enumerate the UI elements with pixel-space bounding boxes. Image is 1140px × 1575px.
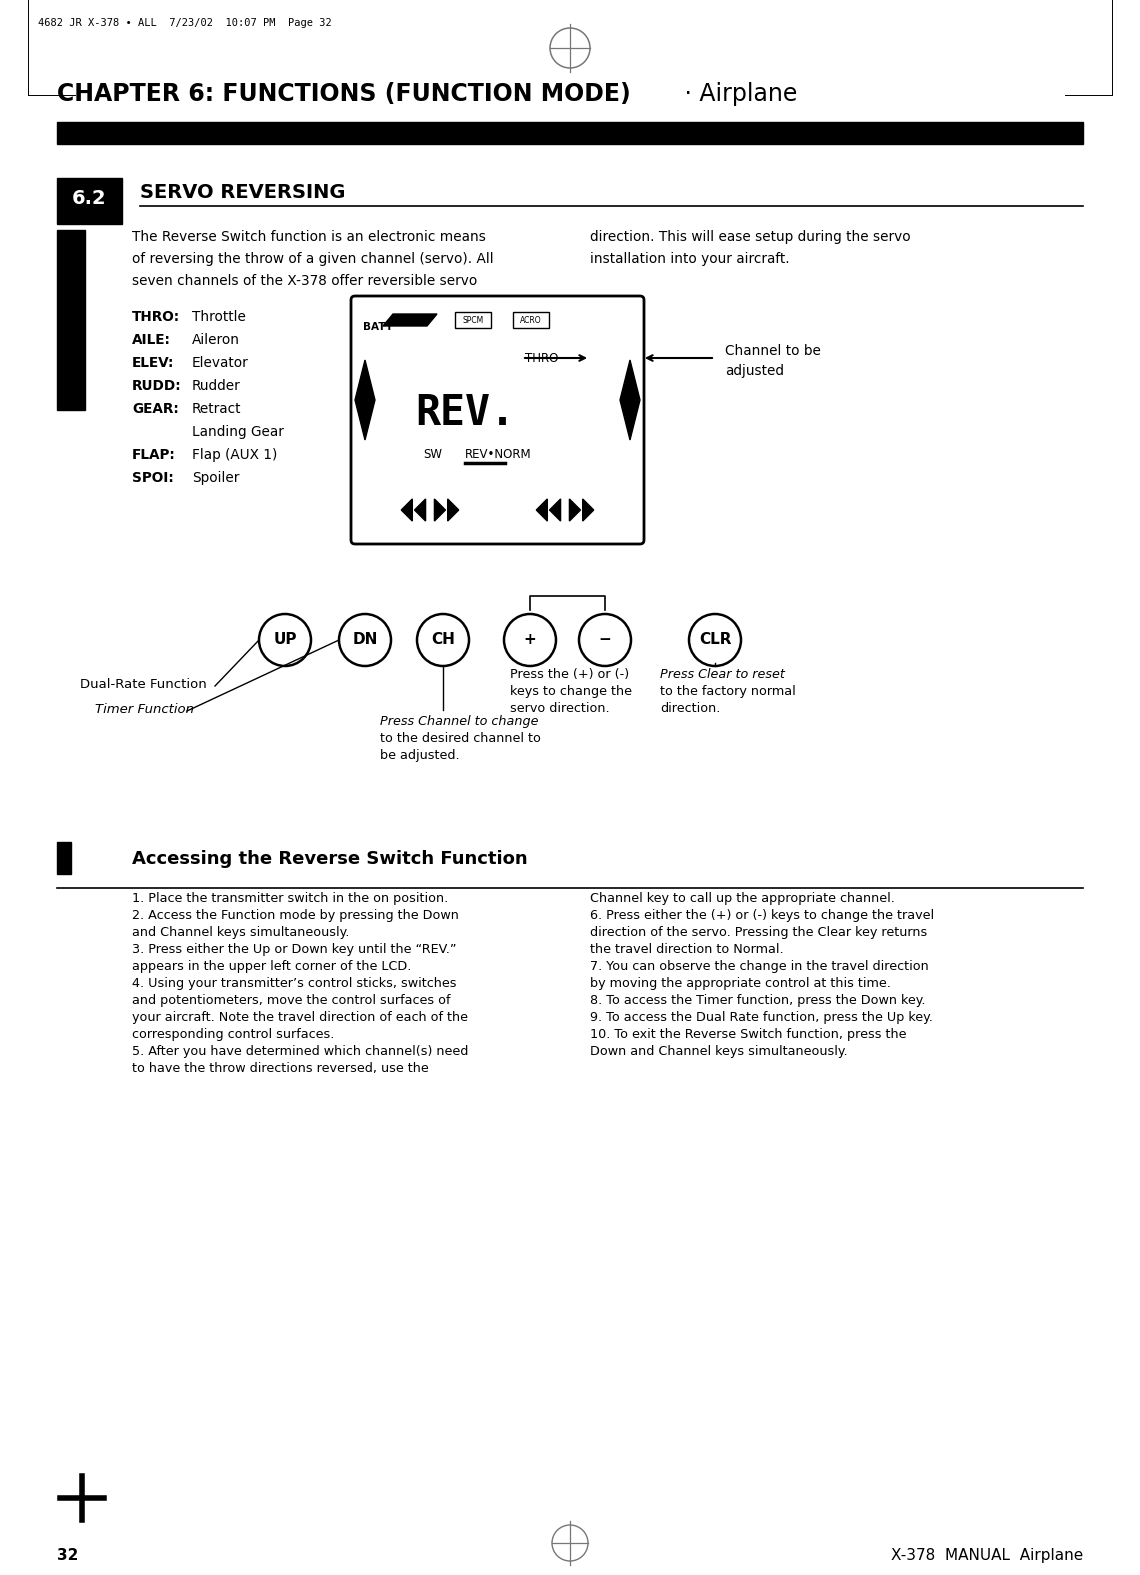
Text: Retract: Retract: [192, 402, 242, 416]
Text: corresponding control surfaces.: corresponding control surfaces.: [132, 1028, 334, 1041]
Text: 4. Using your transmitter’s control sticks, switches: 4. Using your transmitter’s control stic…: [132, 976, 456, 991]
Text: 8. To access the Timer function, press the Down key.: 8. To access the Timer function, press t…: [591, 994, 926, 1006]
Text: REV.: REV.: [415, 392, 515, 435]
Text: Dual-Rate Function: Dual-Rate Function: [80, 677, 206, 691]
Bar: [57, 230, 86, 410]
Text: keys to change the: keys to change the: [510, 685, 632, 698]
Text: to the desired channel to: to the desired channel to: [380, 732, 540, 745]
Bar: [513, 312, 549, 328]
Text: 3. Press either the Up or Down key until the “REV.”: 3. Press either the Up or Down key until…: [132, 943, 456, 956]
Text: installation into your aircraft.: installation into your aircraft.: [591, 252, 790, 266]
Text: X-378  MANUAL  Airplane: X-378 MANUAL Airplane: [890, 1548, 1083, 1562]
Text: be adjusted.: be adjusted.: [380, 750, 459, 762]
Bar: [57, 843, 71, 874]
Text: by moving the appropriate control at this time.: by moving the appropriate control at thi…: [591, 976, 890, 991]
Circle shape: [259, 614, 311, 666]
Circle shape: [579, 614, 632, 666]
Text: Press Clear to reset: Press Clear to reset: [660, 668, 784, 680]
Bar: [57, 121, 1083, 143]
FancyBboxPatch shape: [351, 296, 644, 543]
Text: Channel to be: Channel to be: [725, 343, 821, 358]
Text: SERVO REVERSING: SERVO REVERSING: [140, 183, 345, 202]
Text: your aircraft. Note the travel direction of each of the: your aircraft. Note the travel direction…: [132, 1011, 469, 1024]
Text: Press Channel to change: Press Channel to change: [380, 715, 538, 728]
Text: 9. To access the Dual Rate function, press the Up key.: 9. To access the Dual Rate function, pre…: [591, 1011, 933, 1024]
Text: DN: DN: [352, 633, 377, 647]
Text: FLAP:: FLAP:: [132, 447, 176, 461]
Text: GEAR:: GEAR:: [132, 402, 179, 416]
Text: 10. To exit the Reverse Switch function, press the: 10. To exit the Reverse Switch function,…: [591, 1028, 906, 1041]
Text: 7. You can observe the change in the travel direction: 7. You can observe the change in the tra…: [591, 961, 929, 973]
Text: THRO: THRO: [526, 351, 559, 365]
Text: SW: SW: [423, 447, 442, 461]
Text: 1. Place the transmitter switch in the on position.: 1. Place the transmitter switch in the o…: [132, 891, 448, 906]
Text: Aileron: Aileron: [192, 332, 241, 346]
Polygon shape: [549, 499, 561, 521]
Text: seven channels of the X-378 offer reversible servo: seven channels of the X-378 offer revers…: [132, 274, 478, 288]
Text: Spoiler: Spoiler: [192, 471, 239, 485]
Text: CLR: CLR: [699, 633, 731, 647]
Text: Throttle: Throttle: [192, 310, 246, 324]
Text: direction of the servo. Pressing the Clear key returns: direction of the servo. Pressing the Cle…: [591, 926, 927, 939]
Polygon shape: [415, 499, 425, 521]
Text: SPOI:: SPOI:: [132, 471, 173, 485]
Text: · Airplane: · Airplane: [677, 82, 797, 106]
Polygon shape: [434, 499, 446, 521]
Text: and potentiometers, move the control surfaces of: and potentiometers, move the control sur…: [132, 994, 450, 1006]
Text: 32: 32: [57, 1548, 79, 1562]
Text: REV•NORM: REV•NORM: [465, 447, 531, 461]
Text: appears in the upper left corner of the LCD.: appears in the upper left corner of the …: [132, 961, 412, 973]
Text: 4682 JR X-378 • ALL  7/23/02  10:07 PM  Page 32: 4682 JR X-378 • ALL 7/23/02 10:07 PM Pag…: [38, 17, 332, 28]
Text: Flap (AUX 1): Flap (AUX 1): [192, 447, 277, 461]
Polygon shape: [620, 361, 640, 439]
Text: of reversing the throw of a given channel (servo). All: of reversing the throw of a given channe…: [132, 252, 494, 266]
Text: The Reverse Switch function is an electronic means: The Reverse Switch function is an electr…: [132, 230, 486, 244]
Text: UP: UP: [274, 633, 296, 647]
Text: direction.: direction.: [660, 702, 720, 715]
Text: Channel key to call up the appropriate channel.: Channel key to call up the appropriate c…: [591, 891, 895, 906]
Text: Down and Channel keys simultaneously.: Down and Channel keys simultaneously.: [591, 1044, 848, 1058]
Text: THRO:: THRO:: [132, 310, 180, 324]
Polygon shape: [569, 499, 580, 521]
Text: Rudder: Rudder: [192, 380, 241, 394]
Text: CHAPTER 6: FUNCTIONS (FUNCTION MODE): CHAPTER 6: FUNCTIONS (FUNCTION MODE): [57, 82, 630, 106]
Text: to have the throw directions reversed, use the: to have the throw directions reversed, u…: [132, 1062, 429, 1076]
Text: SPCM: SPCM: [463, 317, 483, 324]
Text: AILE:: AILE:: [132, 332, 171, 346]
Text: ELEV:: ELEV:: [132, 356, 174, 370]
Polygon shape: [401, 499, 413, 521]
Circle shape: [689, 614, 741, 666]
Circle shape: [339, 614, 391, 666]
Text: 5. After you have determined which channel(s) need: 5. After you have determined which chann…: [132, 1044, 469, 1058]
Text: −: −: [598, 633, 611, 647]
Text: CH: CH: [431, 633, 455, 647]
Text: BATT: BATT: [363, 321, 393, 332]
Polygon shape: [355, 361, 375, 439]
Circle shape: [504, 614, 556, 666]
Text: to the factory normal: to the factory normal: [660, 685, 796, 698]
Text: adjusted: adjusted: [725, 364, 784, 378]
Text: RUDD:: RUDD:: [132, 380, 181, 394]
Text: 2. Access the Function mode by pressing the Down: 2. Access the Function mode by pressing …: [132, 909, 459, 921]
Text: 6.2: 6.2: [72, 189, 107, 208]
Text: direction. This will ease setup during the servo: direction. This will ease setup during t…: [591, 230, 911, 244]
Text: 6. Press either the (+) or (-) keys to change the travel: 6. Press either the (+) or (-) keys to c…: [591, 909, 934, 921]
Polygon shape: [583, 499, 594, 521]
Text: Elevator: Elevator: [192, 356, 249, 370]
Polygon shape: [448, 499, 458, 521]
Text: +: +: [523, 633, 537, 647]
Text: ACRO: ACRO: [520, 317, 542, 324]
Polygon shape: [536, 499, 547, 521]
Text: Accessing the Reverse Switch Function: Accessing the Reverse Switch Function: [132, 850, 528, 868]
Text: Timer Function: Timer Function: [95, 702, 194, 717]
Circle shape: [417, 614, 469, 666]
Bar: [57, 178, 122, 224]
Bar: [455, 312, 491, 328]
Polygon shape: [383, 313, 437, 326]
Text: servo direction.: servo direction.: [510, 702, 610, 715]
Text: and Channel keys simultaneously.: and Channel keys simultaneously.: [132, 926, 349, 939]
Text: Press the (+) or (-): Press the (+) or (-): [510, 668, 629, 680]
Text: the travel direction to Normal.: the travel direction to Normal.: [591, 943, 783, 956]
Text: Landing Gear: Landing Gear: [192, 425, 284, 439]
